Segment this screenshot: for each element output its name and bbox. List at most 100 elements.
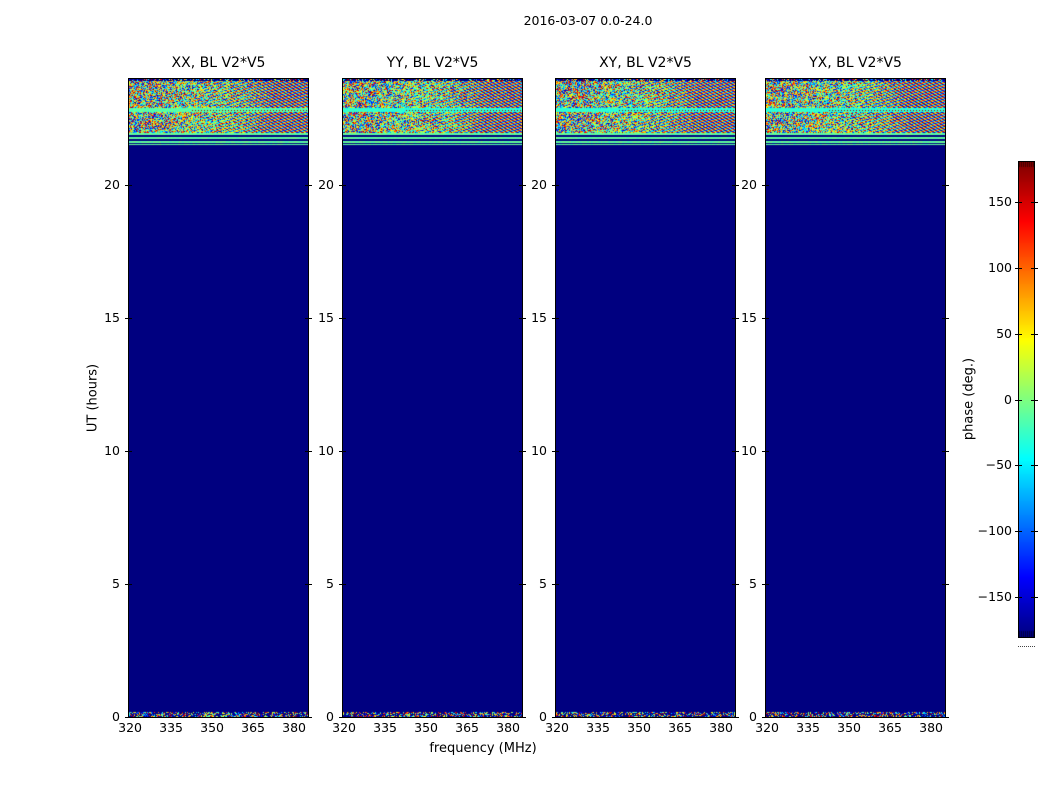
y-tick-mark [942, 451, 949, 453]
x-tick-label: 365 [668, 720, 692, 735]
y-tick-label: 5 [539, 575, 547, 591]
y-tick-mark [732, 717, 739, 718]
figure-title: 2016-03-07 0.0-24.0 [523, 13, 653, 28]
y-tick-mark [552, 717, 559, 718]
y-tick-label: 5 [749, 575, 757, 591]
y-tick-label: 15 [531, 310, 547, 325]
y-tick-label: 5 [326, 575, 334, 591]
spectrogram-panel [128, 78, 309, 718]
panel-title: YX, BL V2*V5 [809, 55, 902, 71]
y-tick-mark [519, 318, 526, 320]
y-axis-label: UT (hours) [85, 363, 101, 433]
y-tick-mark [762, 717, 769, 718]
x-tick-label: 335 [796, 720, 821, 735]
y-tick-mark [942, 717, 949, 718]
colorbar-tick-label: −100 [977, 523, 1012, 539]
x-tick-label: 335 [586, 720, 611, 735]
x-tick-label: 365 [241, 720, 265, 735]
panel-title: XX, BL V2*V5 [171, 55, 266, 71]
x-tick-label: 350 [414, 720, 438, 735]
x-axis-label: frequency (MHz) [429, 741, 537, 756]
y-tick-label: 20 [531, 177, 547, 193]
y-tick-label: 20 [318, 177, 334, 193]
colorbar-tick-mark [1031, 597, 1038, 599]
y-tick-mark [125, 717, 132, 718]
spectrogram-image [766, 79, 945, 717]
y-tick-mark [125, 584, 132, 586]
y-tick-label: 10 [531, 442, 547, 458]
y-tick-mark [732, 318, 739, 320]
colorbar-gradient [1019, 162, 1034, 637]
x-tick-label: 320 [755, 720, 780, 735]
y-tick-mark [552, 451, 559, 453]
colorbar-tick-label: 100 [988, 259, 1012, 275]
y-tick-mark [762, 318, 769, 320]
y-tick-mark [762, 584, 769, 586]
spectrogram-image [343, 79, 522, 717]
y-tick-mark [762, 451, 769, 453]
colorbar-tick-mark [1031, 267, 1038, 269]
colorbar-tick-mark [1015, 333, 1022, 335]
colorbar-tick-mark [1015, 267, 1022, 269]
colorbar-tick-label: −150 [977, 589, 1012, 605]
y-tick-label: 10 [318, 442, 334, 458]
x-tick-label: 350 [200, 720, 224, 735]
y-tick-mark [339, 451, 346, 453]
x-tick-label: 320 [545, 720, 570, 735]
x-tick-label: 320 [332, 720, 357, 735]
colorbar-label: phase (deg.) [961, 357, 977, 441]
colorbar-tick-mark [1031, 465, 1038, 467]
x-tick-label: 350 [837, 720, 861, 735]
colorbar-tick-mark [1015, 531, 1022, 533]
x-tick-label: 335 [373, 720, 398, 735]
y-tick-mark [942, 584, 949, 586]
y-tick-mark [305, 584, 312, 586]
y-tick-mark [552, 185, 559, 187]
colorbar-tick-mark [1015, 399, 1022, 401]
y-tick-mark [552, 584, 559, 586]
x-tick-label: 320 [118, 720, 143, 735]
y-tick-mark [732, 185, 739, 187]
x-tick-label: 350 [627, 720, 651, 735]
y-tick-label: 20 [741, 177, 757, 193]
colorbar-tick-mark [1015, 597, 1022, 599]
y-tick-mark [942, 185, 949, 187]
x-tick-label: 380 [496, 720, 520, 735]
y-tick-label: 20 [104, 177, 120, 193]
x-tick-label: 365 [455, 720, 479, 735]
spectrogram-panel [765, 78, 946, 718]
x-tick-label: 365 [878, 720, 902, 735]
y-tick-mark [339, 318, 346, 320]
y-tick-mark [552, 318, 559, 320]
y-tick-mark [519, 584, 526, 586]
colorbar-tick-label: −50 [985, 457, 1012, 473]
panel-title: YY, BL V2*V5 [386, 55, 479, 71]
y-tick-mark [125, 185, 132, 187]
x-tick-label: 380 [919, 720, 943, 735]
spectrogram-image [129, 79, 308, 717]
y-tick-label: 10 [104, 442, 120, 458]
colorbar-tick-mark [1031, 531, 1038, 533]
colorbar-tick-label: 0 [1004, 391, 1012, 407]
y-tick-mark [519, 451, 526, 453]
colorbar-tick-mark [1015, 201, 1022, 203]
y-tick-mark [732, 451, 739, 453]
y-tick-mark [305, 318, 312, 320]
colorbar-tick-label: 150 [988, 193, 1012, 209]
colorbar-tick-mark [1031, 201, 1038, 203]
y-tick-mark [339, 717, 346, 718]
y-tick-mark [519, 717, 526, 718]
y-tick-label: 15 [104, 310, 120, 325]
y-tick-mark [519, 185, 526, 187]
y-tick-mark [125, 451, 132, 453]
y-tick-label: 0 [539, 708, 547, 724]
y-tick-mark [305, 185, 312, 187]
y-tick-mark [942, 318, 949, 320]
y-tick-label: 5 [112, 575, 120, 591]
panel-title: XY, BL V2*V5 [599, 55, 692, 71]
x-tick-label: 380 [709, 720, 733, 735]
colorbar-tick-mark [1031, 333, 1038, 335]
y-tick-mark [305, 451, 312, 453]
y-tick-mark [305, 717, 312, 718]
